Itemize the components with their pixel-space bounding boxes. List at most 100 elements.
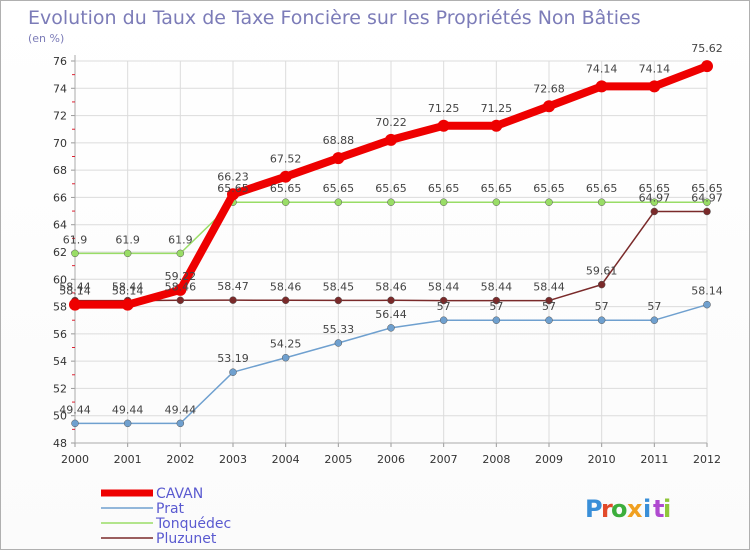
data-label: 55.33: [323, 323, 355, 336]
y-tick-label: 56: [53, 328, 67, 341]
data-label: 71.25: [481, 102, 513, 115]
data-point: [492, 316, 501, 324]
data-point: [387, 296, 395, 305]
data-label: 49.44: [59, 403, 91, 416]
data-label: 57: [595, 300, 609, 313]
data-label: 49.44: [112, 403, 144, 416]
data-label: 65.65: [428, 182, 460, 195]
data-point: [650, 316, 659, 324]
data-label: 61.9: [63, 233, 88, 246]
data-point: [597, 198, 606, 206]
data-label: 65.65: [639, 182, 671, 195]
data-point: [385, 133, 397, 146]
data-point: [229, 296, 237, 304]
data-point: [123, 419, 132, 428]
data-point: [492, 296, 501, 305]
data-point: [490, 119, 503, 132]
data-label: 65.65: [533, 182, 565, 195]
data-point: [439, 198, 448, 206]
logo-letter: x: [627, 495, 643, 523]
data-label: 58.14: [112, 285, 144, 298]
data-label: 65.65: [375, 182, 407, 195]
data-label: 58.46: [270, 280, 302, 293]
x-tick-label: 2009: [535, 453, 563, 466]
data-point: [332, 152, 345, 165]
x-tick-label: 2008: [482, 453, 510, 466]
chart-subtitle: (en %): [28, 32, 64, 45]
data-label: 58.46: [375, 280, 407, 293]
data-label: 58.14: [59, 285, 91, 298]
data-point: [334, 198, 343, 206]
axes: 48 50 52 54 56 58 60 62 64 66 68 70 72 74 76 2000 2001 20…: [53, 55, 721, 466]
data-label: 57: [489, 300, 503, 313]
data-point: [281, 296, 290, 305]
data-label: 56.44: [375, 308, 407, 321]
data-point: [229, 368, 237, 376]
data-label: 53.19: [217, 352, 249, 365]
data-label: 58.47: [217, 280, 249, 293]
data-label: 58.44: [59, 281, 91, 294]
legend-label: CAVAN: [156, 486, 203, 502]
x-tick-label: 2006: [377, 453, 405, 466]
y-tick-label: 74: [53, 82, 67, 95]
data-label: 75.62: [691, 42, 723, 55]
y-tick-label: 50: [53, 410, 67, 423]
data-point: [334, 296, 343, 305]
data-label: 61.9: [115, 233, 140, 246]
y-tick-label: 60: [53, 273, 67, 286]
data-point: [703, 207, 711, 216]
x-tick-label: 2011: [640, 453, 668, 466]
data-label: 49.44: [165, 403, 197, 416]
data-label: 58.45: [323, 280, 355, 293]
data-point: [650, 207, 659, 216]
y-tick-label: 64: [53, 219, 67, 232]
data-point: [545, 296, 553, 305]
logo-letter: P: [585, 495, 603, 523]
data-point: [71, 249, 79, 258]
y-tick-label: 66: [53, 191, 67, 204]
data-point: [545, 198, 553, 206]
data-point: [543, 100, 555, 113]
data-label: 74.14: [639, 62, 671, 75]
data-point: [595, 80, 608, 93]
y-tick-label: 62: [53, 246, 67, 259]
y-tick-label: 72: [53, 110, 67, 123]
series-cavan: [69, 60, 713, 311]
series-group: [69, 60, 713, 428]
data-point: [281, 198, 290, 206]
series-prat: [71, 300, 711, 428]
x-tick-label: 2000: [61, 453, 89, 466]
x-tick-label: 2012: [693, 453, 721, 466]
series-pluzunet: [71, 207, 711, 305]
data-point: [123, 249, 132, 258]
data-point: [279, 170, 292, 183]
data-label: 64.97: [691, 191, 723, 204]
data-point: [439, 316, 448, 324]
x-tick-label: 2001: [114, 453, 142, 466]
data-label: 61.9: [168, 233, 193, 246]
data-label: 68.88: [323, 134, 355, 147]
data-point: [597, 280, 606, 289]
data-label: 57: [647, 300, 661, 313]
data-label: 64.97: [639, 191, 671, 204]
logo-letter: i: [663, 495, 671, 523]
data-point: [703, 300, 711, 309]
y-tick-label: 48: [53, 437, 67, 450]
y-tick-label: 68: [53, 164, 67, 177]
data-point: [71, 419, 79, 428]
data-label: 65.65: [481, 182, 513, 195]
logo-letter: i: [643, 495, 651, 523]
data-label: 58.44: [533, 281, 565, 294]
y-tick-label: 58: [53, 301, 67, 314]
data-label: 66.23: [217, 170, 249, 183]
legend-label: Tonquédec: [155, 516, 231, 532]
legend-label: Pluzunet: [156, 531, 217, 547]
logo-letter: t: [653, 495, 664, 523]
data-point: [281, 353, 290, 362]
data-point: [176, 249, 185, 258]
logo-letter: r: [601, 495, 613, 523]
data-label: 74.14: [586, 62, 618, 75]
data-label: 57: [437, 300, 451, 313]
